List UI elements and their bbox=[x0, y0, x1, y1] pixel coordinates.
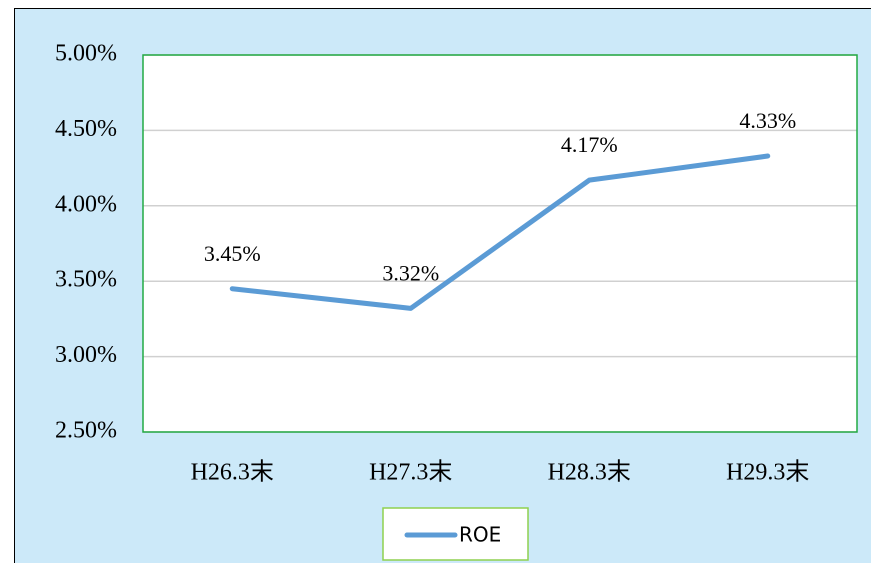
y-tick-label: 2.50% bbox=[55, 418, 117, 444]
x-tick-label: H29.3末 bbox=[726, 459, 809, 486]
data-label: 3.32% bbox=[382, 260, 439, 285]
data-label: 3.45% bbox=[204, 241, 261, 266]
y-tick-label: 5.00% bbox=[55, 41, 117, 67]
y-tick-label: 4.50% bbox=[55, 116, 117, 142]
x-tick-label: H26.3末 bbox=[191, 459, 274, 486]
series-line bbox=[229, 153, 771, 311]
y-tick-label: 3.00% bbox=[55, 342, 117, 368]
marks bbox=[229, 153, 771, 311]
x-tick-label: H27.3末 bbox=[369, 459, 452, 486]
plot-border bbox=[142, 54, 858, 433]
y-tick-label: 3.50% bbox=[55, 267, 117, 293]
legend-label: ROE bbox=[459, 523, 501, 547]
x-tick-label: H28.3末 bbox=[548, 459, 631, 486]
data-label: 4.33% bbox=[739, 108, 796, 133]
data-label: 4.17% bbox=[561, 132, 618, 157]
y-tick-label: 4.00% bbox=[55, 191, 117, 217]
